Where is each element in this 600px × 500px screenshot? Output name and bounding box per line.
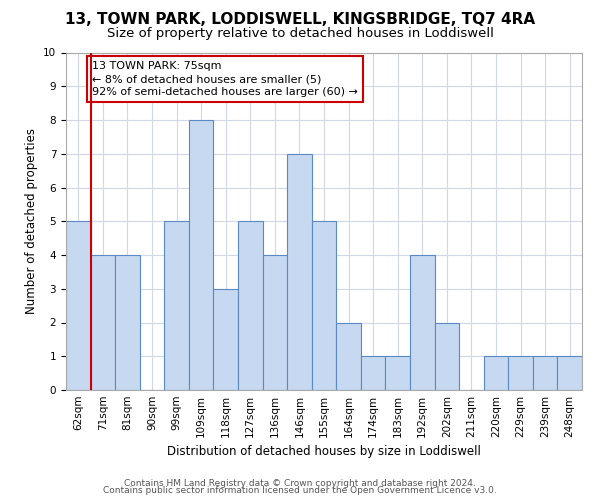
- Bar: [115, 255, 140, 390]
- Bar: [484, 356, 508, 390]
- Bar: [385, 356, 410, 390]
- Bar: [533, 356, 557, 390]
- Text: Contains HM Land Registry data © Crown copyright and database right 2024.: Contains HM Land Registry data © Crown c…: [124, 478, 476, 488]
- Bar: [91, 255, 115, 390]
- Bar: [189, 120, 214, 390]
- Bar: [312, 221, 336, 390]
- Text: Size of property relative to detached houses in Loddiswell: Size of property relative to detached ho…: [107, 28, 493, 40]
- Bar: [557, 356, 582, 390]
- Bar: [434, 322, 459, 390]
- Bar: [214, 289, 238, 390]
- Bar: [287, 154, 312, 390]
- Bar: [66, 221, 91, 390]
- Bar: [238, 221, 263, 390]
- Bar: [508, 356, 533, 390]
- Bar: [164, 221, 189, 390]
- Bar: [336, 322, 361, 390]
- X-axis label: Distribution of detached houses by size in Loddiswell: Distribution of detached houses by size …: [167, 446, 481, 458]
- Text: 13 TOWN PARK: 75sqm
← 8% of detached houses are smaller (5)
92% of semi-detached: 13 TOWN PARK: 75sqm ← 8% of detached hou…: [92, 61, 358, 98]
- Bar: [361, 356, 385, 390]
- Y-axis label: Number of detached properties: Number of detached properties: [25, 128, 38, 314]
- Bar: [263, 255, 287, 390]
- Text: 13, TOWN PARK, LODDISWELL, KINGSBRIDGE, TQ7 4RA: 13, TOWN PARK, LODDISWELL, KINGSBRIDGE, …: [65, 12, 535, 28]
- Text: Contains public sector information licensed under the Open Government Licence v3: Contains public sector information licen…: [103, 486, 497, 495]
- Bar: [410, 255, 434, 390]
